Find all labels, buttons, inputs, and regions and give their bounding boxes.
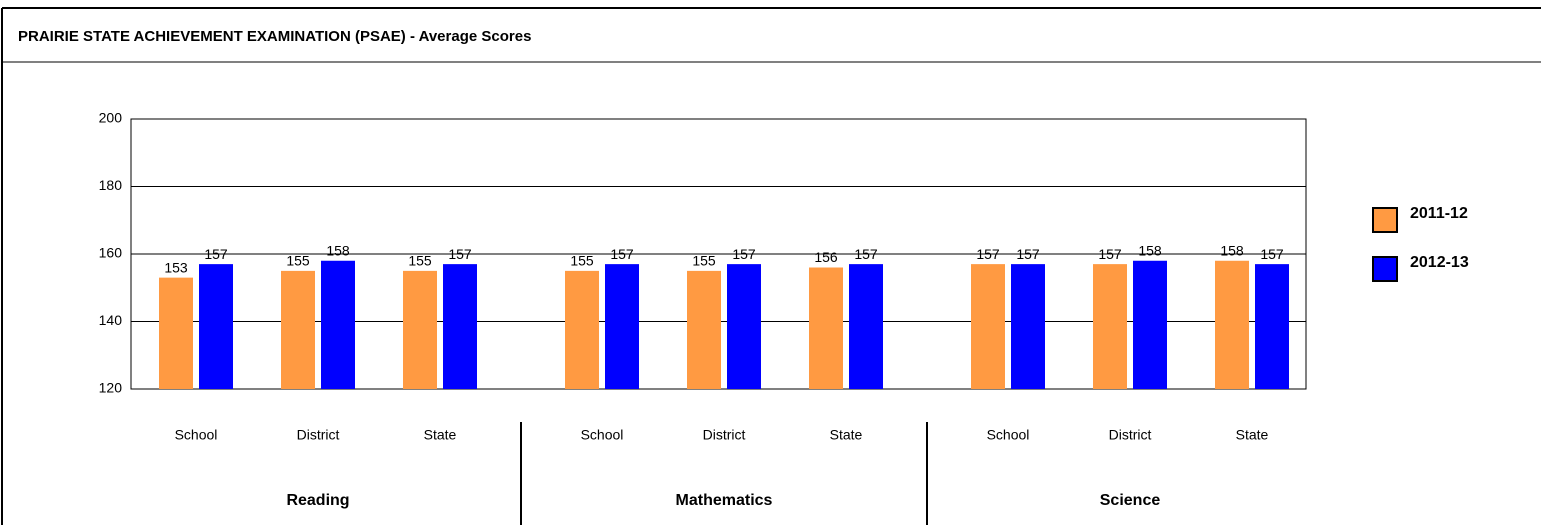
- group-label: Reading: [286, 492, 349, 509]
- bar: [971, 264, 1005, 389]
- bar: [809, 267, 843, 389]
- bar: [849, 264, 883, 389]
- bar: [321, 260, 355, 389]
- bar: [1215, 260, 1249, 389]
- value-label: 158: [1220, 242, 1244, 258]
- x-tick-label: School: [581, 427, 624, 443]
- value-label: 157: [732, 246, 756, 262]
- value-label: 153: [164, 259, 188, 275]
- x-tick-label: District: [703, 427, 746, 443]
- x-tick-label: State: [830, 427, 863, 443]
- value-label: 155: [570, 253, 594, 269]
- value-label: 157: [1016, 246, 1040, 262]
- value-label: 158: [1138, 242, 1162, 258]
- value-label: 155: [286, 253, 310, 269]
- value-label: 157: [1098, 246, 1122, 262]
- value-label: 157: [976, 246, 1000, 262]
- group-label: Mathematics: [676, 492, 773, 509]
- chart-title: PRAIRIE STATE ACHIEVEMENT EXAMINATION (P…: [18, 28, 531, 45]
- y-tick-label: 200: [99, 110, 123, 126]
- value-label: 158: [326, 242, 350, 258]
- bar: [1011, 264, 1045, 389]
- y-tick-label: 180: [99, 177, 123, 193]
- bar: [159, 277, 193, 389]
- y-tick-label: 160: [99, 245, 123, 261]
- group-label: Science: [1100, 492, 1161, 509]
- bar: [281, 270, 315, 389]
- bar: [565, 270, 599, 389]
- legend-label: 2011-12: [1410, 205, 1468, 222]
- x-tick-label: School: [175, 427, 218, 443]
- value-label: 157: [448, 246, 472, 262]
- bar: [403, 270, 437, 389]
- value-label: 155: [692, 253, 716, 269]
- legend-swatch: [1372, 207, 1398, 233]
- legend-label: 2012-13: [1410, 254, 1469, 271]
- value-label: 157: [610, 246, 634, 262]
- x-tick-label: State: [1236, 427, 1269, 443]
- x-tick-label: District: [1109, 427, 1152, 443]
- bar: [1093, 264, 1127, 389]
- bar: [1133, 260, 1167, 389]
- value-label: 157: [1260, 246, 1284, 262]
- x-tick-label: State: [424, 427, 457, 443]
- bar: [199, 264, 233, 389]
- x-tick-label: School: [987, 427, 1030, 443]
- y-tick-label: 120: [99, 380, 123, 396]
- bar: [605, 264, 639, 389]
- value-label: 156: [814, 249, 838, 265]
- legend-swatch: [1372, 256, 1398, 282]
- y-tick-label: 140: [99, 312, 123, 328]
- value-label: 157: [204, 246, 228, 262]
- x-tick-label: District: [297, 427, 340, 443]
- value-label: 155: [408, 253, 432, 269]
- bar: [1255, 264, 1289, 389]
- bar: [687, 270, 721, 389]
- bar: [443, 264, 477, 389]
- value-label: 157: [854, 246, 878, 262]
- bar: [727, 264, 761, 389]
